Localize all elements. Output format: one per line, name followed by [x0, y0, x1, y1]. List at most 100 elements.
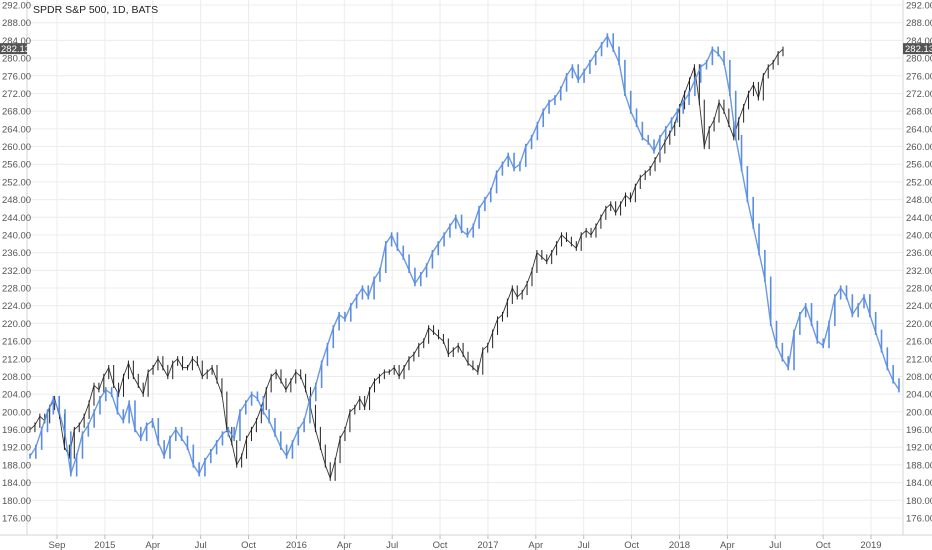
price-segment	[303, 398, 311, 421]
price-segment	[379, 243, 387, 271]
price-segment	[275, 371, 282, 382]
y-tick-label-left: 268.00	[2, 107, 31, 118]
price-segment	[676, 101, 684, 112]
price-segment	[743, 93, 749, 107]
price-segment	[448, 349, 454, 355]
price-segment	[845, 296, 854, 315]
y-tick-label-right: 248.00	[906, 195, 932, 206]
price-segment	[516, 292, 523, 298]
price-segment	[659, 128, 667, 139]
price-segment	[251, 393, 258, 400]
price-segment	[698, 102, 705, 147]
y-tick-label-left: 252.00	[2, 177, 31, 188]
price-segment	[172, 358, 178, 364]
price-segment	[222, 428, 229, 435]
y-tick-label-right: 180.00	[906, 496, 932, 507]
price-segment	[216, 380, 223, 395]
y-tick-label-right: 232.00	[906, 266, 932, 277]
price-segment	[320, 345, 329, 364]
price-segment	[757, 75, 764, 98]
price-segment	[718, 102, 725, 112]
price-segment	[455, 216, 463, 231]
price-segment	[169, 429, 177, 439]
price-segment	[502, 301, 508, 315]
price-segment	[641, 137, 649, 143]
price-segment	[600, 208, 607, 218]
price-segment	[644, 168, 651, 174]
price-segment	[484, 190, 492, 200]
x-tick-label: Apr	[145, 540, 160, 550]
price-segment	[634, 177, 641, 187]
price-segment	[723, 62, 731, 94]
x-tick-label: 2015	[94, 540, 115, 550]
last-price-label-right: 282.13	[905, 44, 932, 55]
price-segment	[201, 371, 208, 377]
y-tick-label-right: 292.00	[906, 1, 932, 12]
y-tick-label-right: 280.00	[906, 54, 932, 65]
price-segment	[748, 84, 754, 94]
y-tick-label-left: 232.00	[2, 266, 31, 277]
price-segment	[99, 389, 107, 399]
price-segment	[210, 442, 218, 453]
x-tick-label: Oct	[624, 540, 639, 550]
y-tick-label-left: 216.00	[2, 337, 31, 348]
price-segment	[186, 447, 194, 466]
price-segment	[408, 270, 416, 284]
price-segment	[433, 331, 439, 338]
price-segment	[541, 256, 548, 262]
x-axis: Sep 2015 Apr Jul Oct 2016 Apr Jul Oct 2017 Apr Jul O…	[49, 535, 882, 550]
last-price-marker-left: 282.13	[0, 43, 30, 55]
price-segment	[227, 429, 235, 439]
price-segment	[167, 363, 174, 377]
price-segment	[354, 398, 361, 408]
price-segment	[40, 411, 49, 430]
price-segment	[700, 61, 707, 68]
x-tick-label: Oct	[241, 540, 256, 550]
price-segment	[772, 53, 779, 63]
price-segment	[758, 252, 766, 280]
price-segment	[140, 424, 148, 439]
price-segment	[350, 296, 358, 307]
price-segment	[630, 110, 638, 125]
price-segment	[705, 48, 714, 63]
price-segment	[146, 420, 153, 426]
series-layer	[29, 33, 900, 481]
price-segment	[34, 416, 41, 426]
price-segment	[262, 411, 270, 422]
price-segment	[98, 376, 105, 390]
price-segment	[256, 398, 264, 413]
chart-title: SPDR S&P 500, 1D, BATS	[33, 4, 158, 16]
price-segment	[630, 186, 636, 200]
price-segment	[163, 438, 171, 457]
y-tick-label-right: 252.00	[906, 177, 932, 188]
price-segment	[767, 62, 774, 68]
price-segment	[708, 119, 715, 130]
price-segment	[367, 278, 375, 298]
price-segment	[717, 53, 725, 63]
price-segment	[770, 323, 778, 346]
price-segment	[575, 234, 582, 249]
price-segment	[122, 402, 130, 421]
price-segment	[236, 455, 243, 466]
price-segment	[108, 367, 115, 386]
y-tick-label-left: 248.00	[2, 195, 31, 206]
price-segment	[29, 424, 36, 430]
price-segment	[625, 194, 631, 200]
price-segment	[610, 203, 617, 214]
y-tick-label-left: 256.00	[2, 160, 31, 171]
price-segment	[361, 287, 369, 298]
price-segment	[615, 203, 621, 214]
y-tick-label-left: 224.00	[2, 301, 31, 312]
price-segment	[487, 332, 494, 346]
price-segment	[285, 442, 294, 457]
price-segment	[329, 460, 336, 479]
price-segment	[869, 314, 877, 333]
price-segment	[461, 229, 468, 236]
price-segment	[373, 269, 381, 280]
price-segment	[181, 438, 189, 448]
price-segment	[418, 340, 425, 346]
price-segment	[595, 217, 602, 227]
price-segment	[246, 429, 252, 439]
y-tick-label-right: 192.00	[906, 443, 932, 454]
